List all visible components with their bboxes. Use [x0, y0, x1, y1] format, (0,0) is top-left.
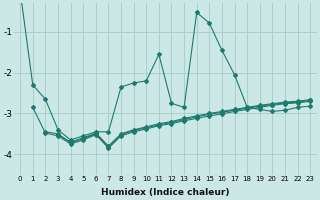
X-axis label: Humidex (Indice chaleur): Humidex (Indice chaleur): [101, 188, 229, 197]
